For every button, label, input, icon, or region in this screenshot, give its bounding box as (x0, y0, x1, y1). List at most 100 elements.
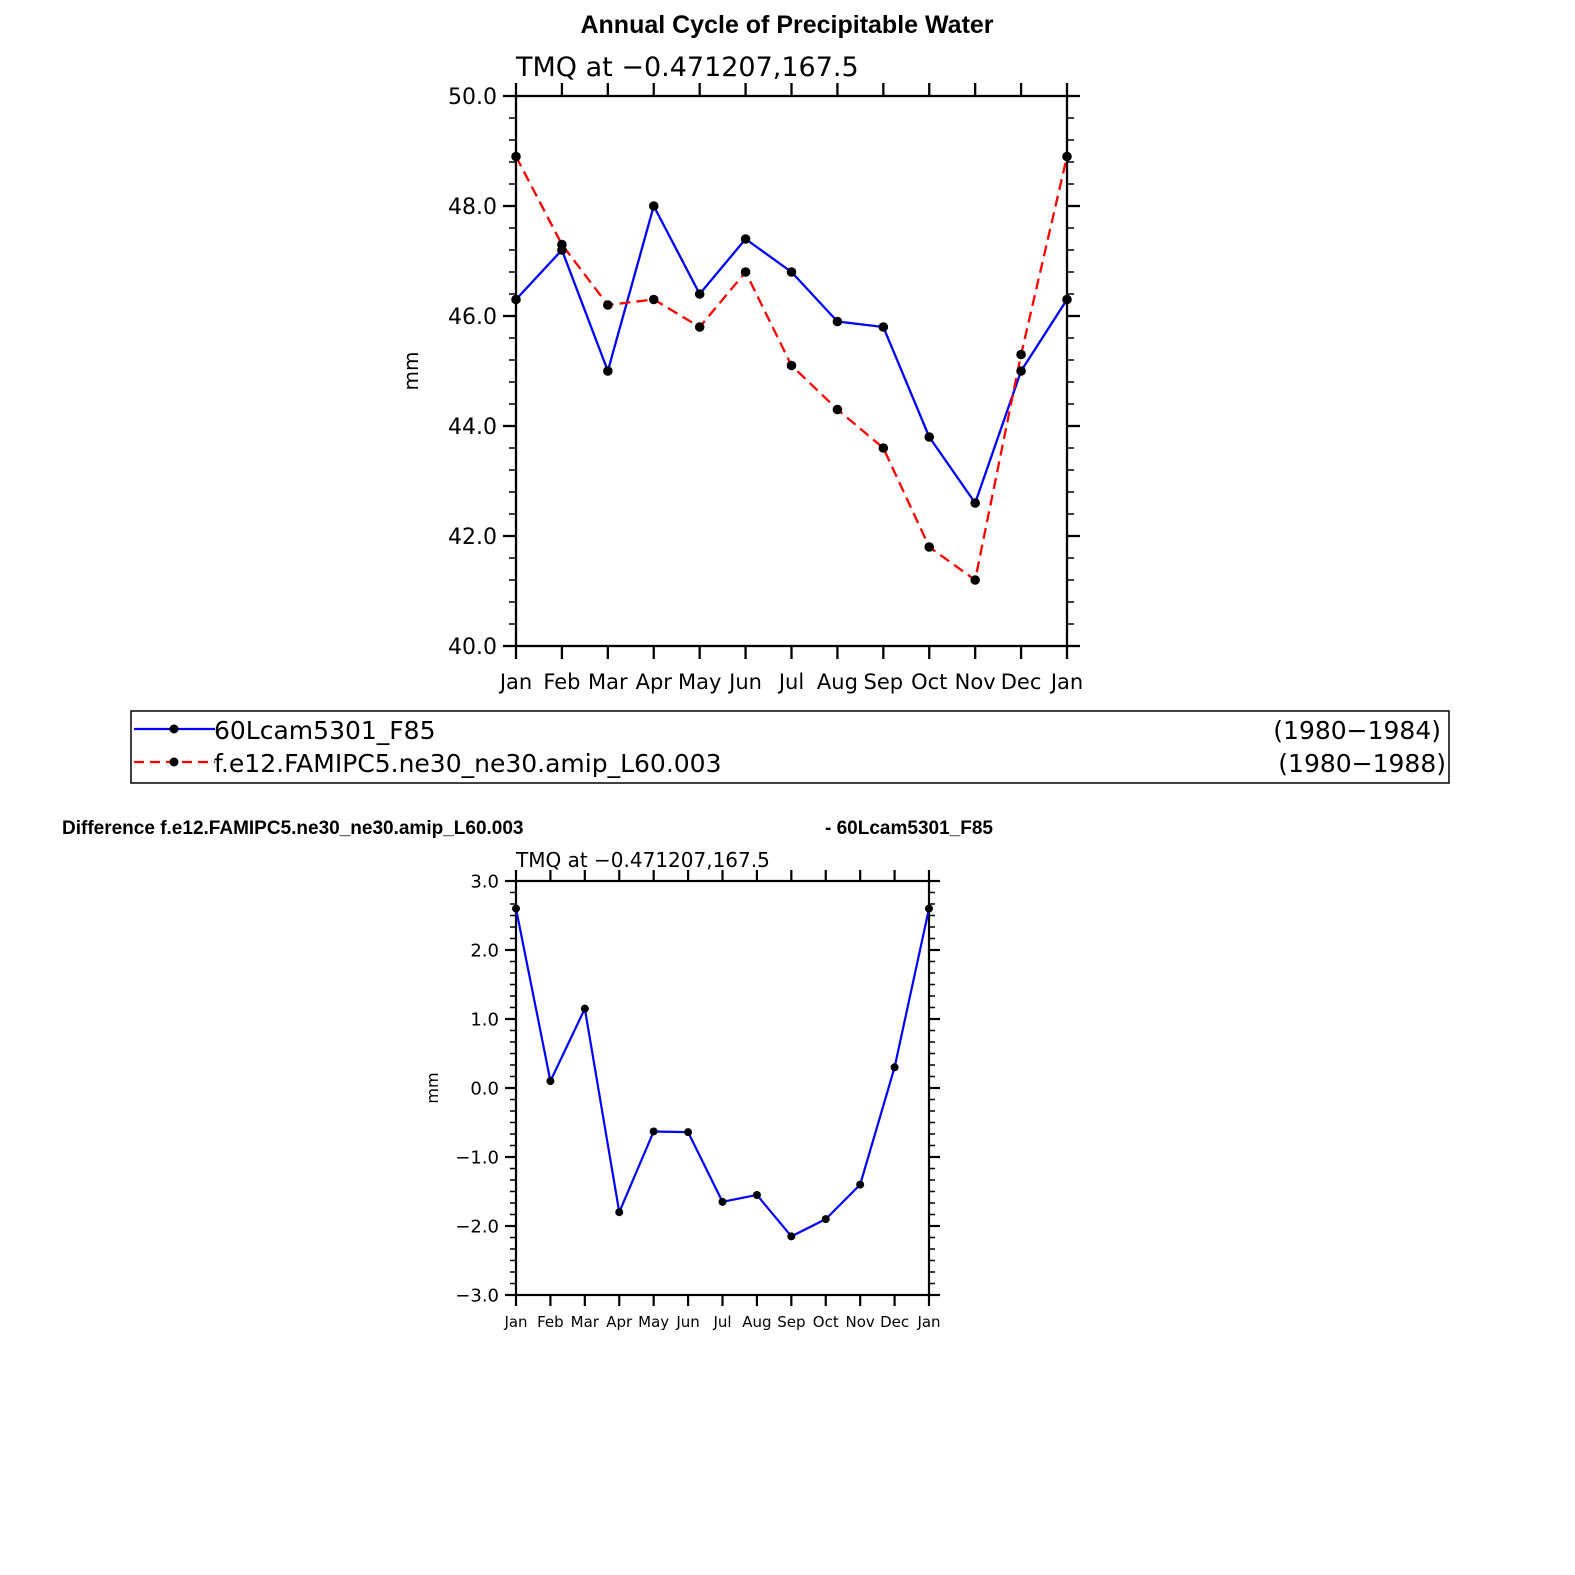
series-2-point (694, 322, 705, 332)
x-tick-label: Dec (880, 1313, 909, 1331)
chart-subtitle: TMQ at −0.471207,167.5 (515, 848, 770, 872)
series-1-point (787, 1232, 796, 1241)
x-tick-label: Mar (571, 1313, 600, 1331)
plot-frame (514, 879, 931, 1297)
series-2-point (557, 239, 567, 250)
series-2-point (648, 294, 659, 305)
y-tick-label: −1.0 (455, 1147, 499, 1168)
series-2-point (1062, 151, 1072, 162)
legend-entry-1: 60Lcam5301_F85 (1980−1984) (134, 716, 1441, 745)
x-tick-label: Nov (846, 1313, 875, 1331)
top-chart: TMQ at −0.471207,167.5 mm 40.0 42.0 44.0 46.0… (399, 52, 1083, 694)
series-1-point (580, 1004, 589, 1013)
plot-frame (514, 94, 1069, 648)
x-tick-label: Sep (864, 670, 904, 694)
legend-years-1: (1980−1984) (1273, 716, 1441, 745)
y-tick-label: 48.0 (448, 195, 497, 220)
series-1-point (615, 1208, 624, 1217)
x-tick-label: Dec (1001, 670, 1042, 694)
series-2-point (603, 300, 613, 310)
x-tick-label: Nov (955, 670, 996, 694)
main-title: Annual Cycle of Precipitable Water (580, 11, 993, 39)
x-tick-label: May (638, 1313, 669, 1331)
legend-marker-1 (169, 724, 179, 734)
series-2-point (832, 404, 843, 415)
y-axis-label: mm (423, 1072, 442, 1103)
series-1-point (648, 201, 659, 211)
x-tick-label: Aug (817, 670, 858, 694)
x-tick-label: Mar (588, 670, 628, 694)
y-tick-label: 46.0 (448, 305, 497, 330)
series-2-point (924, 542, 935, 552)
legend-years-2: (1980−1988) (1278, 749, 1446, 778)
series-1-point (856, 1180, 865, 1189)
y-tick-label: 50.0 (448, 85, 497, 110)
x-tick-label: Jan (503, 1313, 527, 1331)
series-line-1 (515, 204, 1068, 505)
series-1-point (511, 294, 521, 305)
x-tick-label: Jan (498, 670, 532, 694)
x-tick-label: Feb (537, 1313, 564, 1331)
difference-chart: TMQ at −0.471207,167.5 mm −3.0 −2.0 −1.0 0.0 1… (423, 848, 941, 1331)
series-1-point (924, 432, 935, 442)
series-1-point (694, 289, 705, 299)
y-tick-label: 40.0 (448, 635, 497, 660)
x-tick-label: Jun (727, 670, 762, 694)
series-2-point (786, 360, 797, 371)
y-tick-label: 3.0 (470, 871, 499, 892)
x-tick-label: Oct (911, 670, 947, 694)
series-1-point (740, 234, 751, 244)
series-line-1 (514, 908, 931, 1238)
x-tick-label: Feb (543, 670, 580, 694)
x-tick-label: Oct (813, 1313, 839, 1331)
y-axis-label: mm (399, 352, 423, 391)
legend: 60Lcam5301_F85 (1980−1984) f.e12.FAMIPC5… (130, 710, 1450, 784)
series-1-point (649, 1127, 658, 1136)
y-tick-label: 44.0 (448, 415, 497, 440)
x-tick-label: Jul (712, 1313, 731, 1331)
series-1-point (890, 1063, 899, 1072)
x-tick-label: Jan (1049, 670, 1083, 694)
series-1-point (546, 1077, 555, 1086)
series-2-point (511, 151, 521, 162)
y-tick-label: −2.0 (455, 1216, 499, 1237)
x-tick-label: Jun (675, 1313, 699, 1331)
y-tick-label: 42.0 (448, 525, 497, 550)
series-2-point (740, 267, 751, 277)
series-2-point (970, 575, 980, 585)
series-1-point (1016, 366, 1026, 376)
series-1-point (832, 316, 843, 327)
chart-subtitle: TMQ at −0.471207,167.5 (515, 52, 859, 83)
y-tick-label: 2.0 (470, 940, 499, 961)
series-1-point (925, 904, 933, 913)
y-tick-label: 1.0 (470, 1009, 499, 1030)
series-1-point (718, 1197, 727, 1206)
legend-marker-2 (169, 757, 179, 767)
x-tick-label: Jul (777, 670, 804, 694)
series-1-point (684, 1128, 693, 1137)
x-tick-label: Apr (636, 670, 673, 694)
series-2-point (1016, 349, 1026, 360)
series-1-point (821, 1215, 830, 1224)
legend-frame (130, 710, 1450, 784)
series-2-point (878, 443, 889, 453)
x-tick-label: Apr (606, 1313, 633, 1331)
series-1-point (752, 1190, 761, 1199)
legend-label-1: 60Lcam5301_F85 (214, 716, 435, 745)
series-1-point (786, 267, 797, 277)
series-1-point (1062, 294, 1072, 305)
y-tick-label: −3.0 (455, 1285, 499, 1306)
difference-title-left: Difference f.e12.FAMIPC5.ne30_ne30.amip_… (62, 818, 524, 839)
x-tick-label: May (678, 670, 721, 694)
difference-title-right: - 60Lcam5301_F85 (825, 818, 993, 839)
series-1-point (878, 322, 889, 332)
series-1-point (970, 498, 980, 508)
x-tick-label: Aug (742, 1313, 771, 1331)
series-1-point (603, 366, 613, 376)
y-tick-label: 0.0 (470, 1078, 499, 1099)
series-1-point (512, 904, 520, 913)
x-tick-label: Jan (916, 1313, 940, 1331)
x-tick-label: Sep (777, 1313, 805, 1331)
legend-label-2: f.e12.FAMIPC5.ne30_ne30.amip_L60.003 (214, 749, 722, 778)
